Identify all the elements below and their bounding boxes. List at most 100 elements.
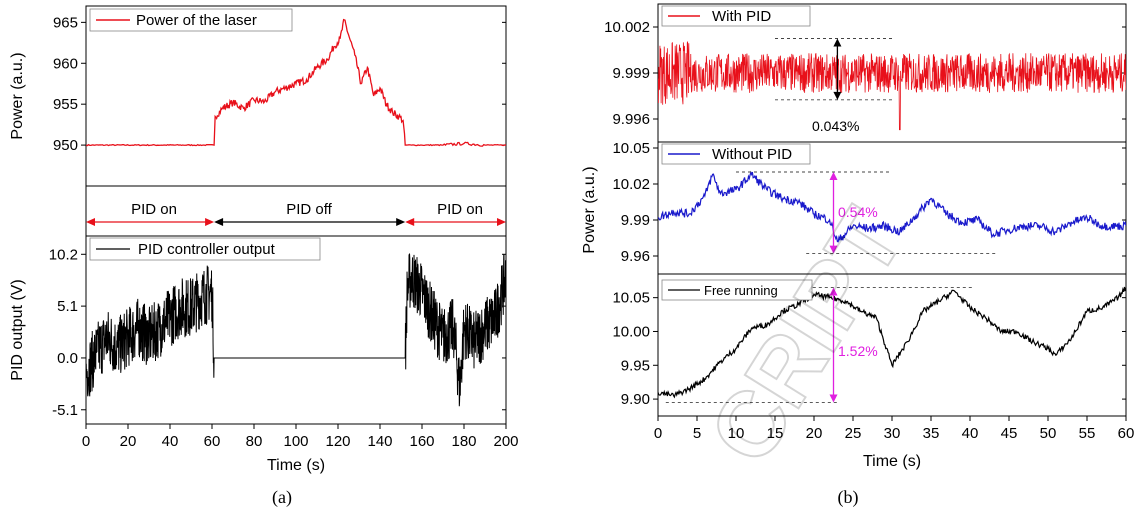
panel-a-top-yticks: 950 955 960 965 [53, 14, 506, 154]
a-bot-xtick-label: 100 [283, 433, 308, 450]
without-pid-arrow-head-top [829, 172, 838, 180]
b-mid-ytick-label: 10.02 [612, 176, 650, 193]
b-bot-xtick-label: 10 [728, 425, 745, 442]
b-bot-xtick-label: 30 [884, 425, 901, 442]
panel-b-bottom-yticks: 9.90 9.95 10.00 10.05 [612, 290, 1126, 408]
pid-arrow-1-head-left [214, 218, 224, 226]
panel-b-bottom: 9.90 9.95 10.00 10.05 0 5 10 15 20 25 30 35 40 45 50 5… [612, 273, 1135, 442]
pid-arrow-2-head-right [497, 218, 506, 226]
pid-output-line [86, 253, 506, 407]
b-bot-ytick-label: 9.95 [621, 357, 650, 374]
free-running-range-annotation [665, 287, 974, 403]
legend-without-pid-label: Without PID [712, 146, 792, 163]
b-top-ytick-label: 10.002 [604, 19, 650, 36]
a-top-ytick-label: 960 [53, 55, 78, 72]
pid-arrow-0-head-right [205, 218, 215, 226]
panel-a-bottom-yticks: -5.1 0.0 5.1 10.2 [49, 246, 506, 419]
panel-b-top-yticks: 9.996 9.999 10.002 [604, 19, 1126, 128]
b-top-ytick-label: 9.996 [612, 111, 650, 128]
free-running-line [658, 286, 1126, 399]
panel-b-xlabel: Time (s) [863, 453, 921, 470]
a-bot-xtick-label: 0 [82, 433, 90, 450]
panel-b-top: 9.996 9.999 10.002 0.043% With PID [604, 3, 1127, 143]
legend-with-pid-label: With PID [712, 8, 771, 25]
free-running-arrow-head-top [829, 287, 838, 296]
legend-laser-power-label: Power of the laser [136, 12, 257, 29]
panel-b-mid-yticks: 9.96 9.99 10.02 10.05 [612, 140, 1126, 265]
a-bot-xtick-label: 120 [325, 433, 350, 450]
legend-laser-power: Power of the laser [89, 8, 293, 32]
a-top-ytick-label: 955 [53, 96, 78, 113]
a-bot-ytick-label: 0.0 [57, 350, 78, 367]
b-bot-ytick-label: 10.00 [612, 323, 650, 340]
b-top-ytick-label: 9.999 [612, 65, 650, 82]
b-mid-ytick-label: 9.99 [621, 212, 650, 229]
a-bot-xtick-label: 200 [493, 433, 518, 450]
legend-without-pid: Without PID [661, 143, 811, 165]
a-bot-ytick-label: -5.1 [52, 402, 78, 419]
pid-arrow-1-head-right [396, 218, 406, 226]
pid-off-label: PID off [286, 201, 332, 218]
panel-b-bottom-xticks: 0 5 10 15 20 25 30 35 40 45 50 55 60 [654, 416, 1135, 442]
b-bot-xtick-label: 40 [962, 425, 979, 442]
without-pid-range-label: 0.54% [838, 204, 878, 220]
with-pid-line [658, 40, 1126, 131]
b-bot-xtick-label: 25 [845, 425, 862, 442]
free-running-arrow-head-bottom [829, 394, 838, 403]
a-top-ytick-label: 965 [53, 14, 78, 31]
panel-b-mid: 9.96 9.99 10.02 10.05 0.54% Without PID [612, 140, 1127, 275]
panel-a-bottom-xticks: 0 20 40 60 80 100 120 140 160 180 200 [82, 424, 519, 450]
b-mid-ytick-label: 10.05 [612, 140, 650, 157]
a-bot-xtick-label: 80 [246, 433, 263, 450]
b-bot-xtick-label: 15 [767, 425, 784, 442]
with-pid-range-label: 0.043% [812, 118, 859, 134]
legend-pid-output-label: PID controller output [138, 241, 276, 258]
b-bot-xtick-label: 0 [654, 425, 662, 442]
with-pid-arrow-head-top [833, 38, 842, 47]
panel-a-top: 950 955 960 965 Power of the laser [53, 5, 507, 187]
b-bot-xtick-label: 50 [1040, 425, 1057, 442]
panel-a-bottom: -5.1 0.0 5.1 10.2 0 20 40 60 80 100 120 140 160 180 2… [49, 235, 519, 450]
with-pid-range-annotation [775, 38, 892, 101]
b-bot-xtick-label: 45 [1001, 425, 1018, 442]
b-bot-xtick-label: 60 [1118, 425, 1135, 442]
a-bot-xtick-label: 180 [451, 433, 476, 450]
without-pid-arrow-head-bottom [829, 245, 838, 254]
a-bot-xtick-label: 20 [120, 433, 137, 450]
panel-a-bottom-ylabel: PID output (V) [9, 279, 26, 380]
a-bot-xtick-label: 40 [162, 433, 179, 450]
b-bot-xtick-label: 20 [806, 425, 823, 442]
pid-arrow-2-head-left [405, 218, 415, 226]
panel-a-top-ylabel: Power (a.u.) [9, 52, 26, 139]
free-running-range-label: 1.52% [838, 343, 878, 359]
b-bot-xtick-label: 35 [923, 425, 940, 442]
a-bot-xtick-label: 60 [204, 433, 221, 450]
caption-b: (b) [838, 487, 859, 508]
without-pid-range-annotation [736, 171, 998, 255]
panel-a-xlabel: Time (s) [267, 457, 325, 474]
b-mid-ytick-label: 9.96 [621, 248, 650, 265]
b-bot-ytick-label: 10.05 [612, 290, 650, 307]
pid-on-right-label: PID on [437, 201, 483, 218]
legend-with-pid: With PID [661, 5, 811, 27]
legend-free-running: Free running [661, 279, 813, 301]
legend-pid-output: PID controller output [89, 237, 321, 261]
b-bot-xtick-label: 55 [1079, 425, 1096, 442]
a-bot-ytick-label: 10.2 [49, 246, 78, 263]
pid-arrow-0-head-left [86, 218, 95, 226]
a-bot-ytick-label: 5.1 [57, 298, 78, 315]
panel-a-top-frame [85, 5, 507, 187]
without-pid-line [658, 170, 1126, 243]
pid-state-band: PID on PID off PID on [85, 186, 507, 236]
with-pid-arrow-head-bottom [833, 91, 842, 100]
panel-b-ylabel: Power (a.u.) [581, 166, 598, 253]
a-top-ytick-label: 950 [53, 137, 78, 154]
laser-power-line [86, 18, 506, 147]
b-bot-xtick-label: 5 [693, 425, 701, 442]
a-bot-xtick-label: 160 [409, 433, 434, 450]
b-bot-ytick-label: 9.90 [621, 391, 650, 408]
pid-state-arrows [86, 218, 506, 226]
caption-a: (a) [272, 487, 292, 508]
legend-free-running-label: Free running [704, 283, 778, 298]
